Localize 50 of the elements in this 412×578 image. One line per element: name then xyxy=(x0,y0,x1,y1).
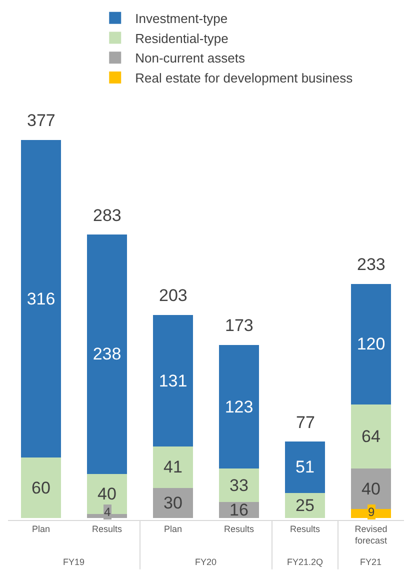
total-label: 173 xyxy=(225,316,254,335)
text: FY20 xyxy=(195,557,217,567)
legend-label: Residential-type xyxy=(135,30,228,46)
text: FY21 xyxy=(360,557,382,567)
x-tick-label: Results xyxy=(290,524,320,534)
total-label: 203 xyxy=(159,286,188,305)
bar xyxy=(21,458,61,518)
bar xyxy=(351,468,391,509)
text: FY21.2Q xyxy=(287,557,324,567)
bar xyxy=(153,314,193,447)
data-label: 238 xyxy=(92,344,122,364)
text: FY19 xyxy=(63,557,85,567)
total-label: 377 xyxy=(27,111,56,130)
data-label: 41 xyxy=(164,458,182,477)
x-tick-label: Revised forecast xyxy=(354,524,388,546)
data-label: 123 xyxy=(224,397,254,416)
data-label: 131 xyxy=(158,371,188,390)
data-label: 40 xyxy=(98,484,116,504)
data-label: 30 xyxy=(164,493,182,512)
bar xyxy=(153,488,193,518)
data-label: 33 xyxy=(230,476,248,495)
bar xyxy=(285,492,325,518)
total-label: 233 xyxy=(357,255,386,274)
total-label: 77 xyxy=(296,413,315,432)
bar xyxy=(153,446,193,488)
data-label: 64 xyxy=(362,427,380,446)
data-label: 16 xyxy=(230,500,248,520)
data-label: 316 xyxy=(26,289,56,308)
data-label: 9 xyxy=(368,505,375,519)
x-tick-label: Plan xyxy=(164,524,182,534)
total-label: 283 xyxy=(93,206,122,225)
x-tick-label: Results xyxy=(224,524,254,534)
data-label: 120 xyxy=(356,334,386,354)
x-tick-label: Results xyxy=(92,524,122,534)
bar xyxy=(87,234,127,474)
data-label: 60 xyxy=(32,478,50,498)
legend-label: Non-current assets xyxy=(135,50,246,66)
x-tick-label: Plan xyxy=(32,524,50,534)
data-label: 4 xyxy=(104,505,111,519)
data-label: 25 xyxy=(296,496,314,515)
legend-label: Investment-type xyxy=(135,10,228,26)
bar xyxy=(285,442,325,493)
data-label: 51 xyxy=(296,458,314,477)
legend-label: Real estate for development business xyxy=(135,70,354,86)
data-label: 40 xyxy=(362,479,380,498)
bar xyxy=(219,345,259,469)
bar xyxy=(21,140,61,458)
bar xyxy=(219,468,259,502)
bar xyxy=(351,404,391,469)
bar xyxy=(351,284,391,404)
